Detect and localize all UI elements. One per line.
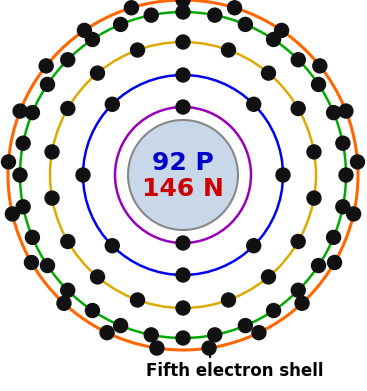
Circle shape [239, 319, 252, 333]
Circle shape [25, 106, 39, 120]
Circle shape [91, 66, 105, 80]
Circle shape [262, 270, 276, 284]
Circle shape [176, 5, 190, 19]
Circle shape [266, 303, 280, 317]
Text: 146 N: 146 N [142, 177, 224, 201]
Circle shape [291, 53, 305, 67]
Circle shape [339, 104, 353, 118]
Circle shape [176, 268, 190, 282]
Circle shape [57, 296, 71, 310]
Circle shape [100, 326, 114, 340]
Circle shape [13, 168, 27, 182]
Circle shape [13, 104, 27, 118]
Circle shape [291, 102, 305, 115]
Circle shape [131, 43, 145, 57]
Circle shape [350, 155, 364, 169]
Circle shape [150, 341, 164, 355]
Circle shape [25, 255, 39, 269]
Circle shape [105, 239, 119, 253]
Circle shape [40, 258, 54, 273]
Circle shape [327, 106, 341, 120]
Circle shape [208, 328, 222, 342]
Circle shape [61, 102, 75, 115]
Circle shape [176, 35, 190, 49]
Circle shape [228, 1, 241, 15]
Circle shape [45, 145, 59, 159]
Circle shape [291, 235, 305, 249]
Circle shape [114, 319, 128, 333]
Circle shape [25, 230, 39, 244]
Circle shape [176, 0, 190, 7]
Text: 92 P: 92 P [152, 151, 214, 175]
Circle shape [45, 191, 59, 205]
Circle shape [144, 8, 158, 22]
Circle shape [239, 18, 252, 31]
Circle shape [328, 255, 342, 269]
Circle shape [312, 77, 326, 91]
Circle shape [247, 97, 261, 111]
Circle shape [61, 235, 75, 249]
Circle shape [312, 258, 326, 273]
Circle shape [202, 341, 216, 355]
Circle shape [266, 32, 280, 47]
Circle shape [144, 328, 158, 342]
Circle shape [313, 59, 327, 73]
Circle shape [176, 331, 190, 345]
Circle shape [128, 120, 238, 230]
Circle shape [114, 18, 128, 31]
Circle shape [76, 168, 90, 182]
Circle shape [6, 207, 19, 221]
Circle shape [124, 1, 138, 15]
Circle shape [86, 32, 99, 47]
Circle shape [222, 293, 236, 307]
Circle shape [131, 293, 145, 307]
Circle shape [176, 68, 190, 82]
Circle shape [295, 296, 309, 310]
Circle shape [307, 145, 321, 159]
Text: Fifth electron shell: Fifth electron shell [146, 362, 324, 380]
Circle shape [16, 136, 30, 150]
Circle shape [327, 230, 341, 244]
Circle shape [91, 270, 105, 284]
Circle shape [176, 301, 190, 315]
Circle shape [247, 239, 261, 253]
Circle shape [307, 191, 321, 205]
Circle shape [77, 23, 91, 38]
Circle shape [262, 66, 276, 80]
Circle shape [16, 200, 30, 214]
Circle shape [336, 200, 350, 214]
Circle shape [275, 23, 288, 38]
Circle shape [1, 155, 15, 169]
Circle shape [346, 207, 361, 221]
Circle shape [86, 303, 99, 317]
Circle shape [176, 100, 190, 114]
Circle shape [40, 77, 54, 91]
Circle shape [61, 283, 75, 297]
Circle shape [276, 168, 290, 182]
Circle shape [336, 136, 350, 150]
Circle shape [176, 236, 190, 250]
Circle shape [61, 53, 75, 67]
Circle shape [105, 97, 119, 111]
Circle shape [252, 326, 266, 340]
Circle shape [339, 168, 353, 182]
Circle shape [208, 8, 222, 22]
Circle shape [222, 43, 236, 57]
Circle shape [291, 283, 305, 297]
Circle shape [39, 59, 53, 73]
